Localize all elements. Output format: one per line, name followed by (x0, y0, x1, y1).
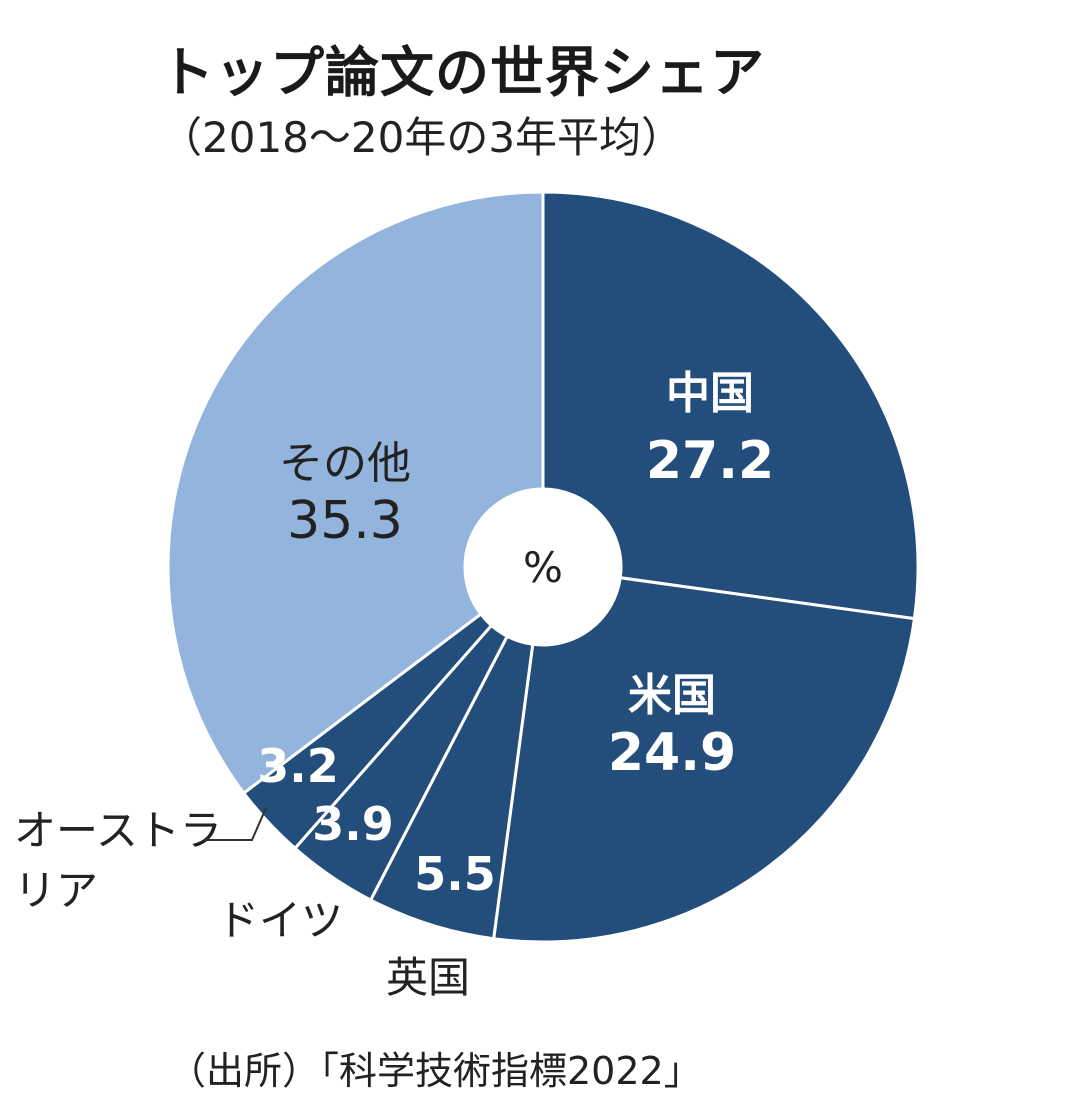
center-unit-label: % (523, 543, 563, 592)
chart-subtitle: （2018〜20年の3年平均） (160, 113, 684, 162)
category-label-uk: 英国 (386, 953, 470, 1002)
value-label-uk: 5.5 (414, 847, 496, 901)
category-label-usa: 米国 (628, 670, 716, 721)
chart-title: トップ論文の世界シェア (160, 41, 765, 104)
slices-group (166, 190, 920, 944)
value-label-other: 35.3 (287, 491, 403, 551)
source-note: （出所）「科学技術指標2022」 (168, 1049, 702, 1093)
leader-line-australia (205, 807, 267, 841)
category-label-other: その他 (279, 438, 411, 489)
value-label-germany: 3.9 (312, 797, 394, 851)
value-label-usa: 24.9 (608, 723, 736, 783)
value-label-australia: 3.2 (257, 739, 339, 793)
category-label-australia: オーストラ (14, 806, 222, 855)
center-hole (465, 489, 621, 645)
category-label-australia-line2: リア (14, 866, 98, 915)
slice-usa (491, 576, 917, 944)
category-label-germany: ドイツ (217, 896, 343, 945)
leader-lines (205, 807, 267, 841)
category-label-china: 中国 (666, 368, 754, 419)
value-label-china: 27.2 (646, 431, 774, 491)
